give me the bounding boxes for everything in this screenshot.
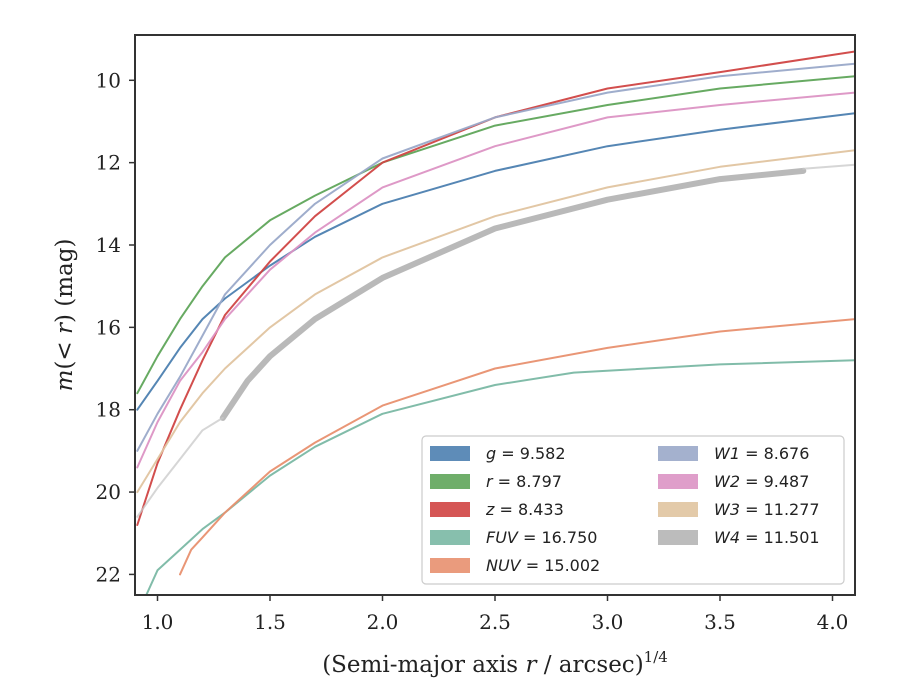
x-axis: 1.0 1.5 2.0 2.5 3.0 3.5 4.0 xyxy=(142,595,849,634)
legend-label-w2: W2 = 9.487 xyxy=(714,472,809,491)
y-tick-label: 22 xyxy=(96,562,121,586)
legend-swatch-w2 xyxy=(658,474,698,489)
series-line-w3 xyxy=(136,149,855,494)
legend: g = 9.582 r = 8.797 z = 8.433 FUV = 16.750 N… xyxy=(421,435,845,585)
x-tick-label: 1.0 xyxy=(142,610,174,634)
series-line-z xyxy=(136,50,855,526)
y-axis: 10 12 14 16 18 20 22 xyxy=(96,68,135,586)
y-tick-label: 18 xyxy=(96,398,121,422)
x-tick-label: 4.0 xyxy=(817,610,849,634)
series-line-w4 xyxy=(219,167,807,421)
legend-swatch-fuv xyxy=(430,530,470,545)
legend-label-nuv: NUV = 15.002 xyxy=(486,556,600,575)
legend-swatch-z xyxy=(430,502,470,517)
legend-label-z: z = 8.433 xyxy=(485,500,564,519)
x-tick-label: 1.5 xyxy=(254,610,286,634)
legend-swatch-w4 xyxy=(658,530,698,545)
y-tick-label: 12 xyxy=(96,151,121,175)
y-axis-title: m(< r) (mag) xyxy=(52,239,78,392)
legend-label-r: r = 8.797 xyxy=(486,472,562,491)
series-layer xyxy=(136,50,855,595)
x-tick-label: 2.0 xyxy=(367,610,399,634)
series-line-w1 xyxy=(136,62,855,452)
legend-label-w4: W4 = 11.501 xyxy=(714,528,820,547)
x-tick-label: 3.0 xyxy=(592,610,624,634)
series-line-w4-extension xyxy=(136,416,224,518)
series-line-nuv xyxy=(179,318,855,576)
legend-swatch-w1 xyxy=(658,446,698,461)
legend-label-fuv: FUV = 16.750 xyxy=(486,528,597,547)
legend-swatch-r xyxy=(430,474,470,489)
x-axis-title: (Semi-major axis r / arcsec)1/4 xyxy=(322,648,668,678)
legend-swatch-w3 xyxy=(658,502,698,517)
y-tick-label: 20 xyxy=(96,480,121,504)
x-tick-label: 3.5 xyxy=(704,610,736,634)
series-line-r xyxy=(136,75,855,395)
legend-swatch-g xyxy=(430,446,470,461)
legend-label-w1: W1 = 8.676 xyxy=(714,444,809,463)
legend-swatch-nuv xyxy=(430,558,470,573)
y-tick-label: 14 xyxy=(96,233,121,257)
series-line-w4-tail xyxy=(802,163,855,170)
legend-label-g: g = 9.582 xyxy=(486,444,566,463)
series-line-w2 xyxy=(136,91,855,469)
legend-label-w3: W3 = 11.277 xyxy=(714,500,820,519)
y-tick-label: 10 xyxy=(96,68,121,92)
series-line-fuv xyxy=(145,359,855,595)
legend-box xyxy=(421,435,845,585)
x-tick-label: 2.5 xyxy=(479,610,511,634)
y-tick-label: 16 xyxy=(96,315,121,339)
